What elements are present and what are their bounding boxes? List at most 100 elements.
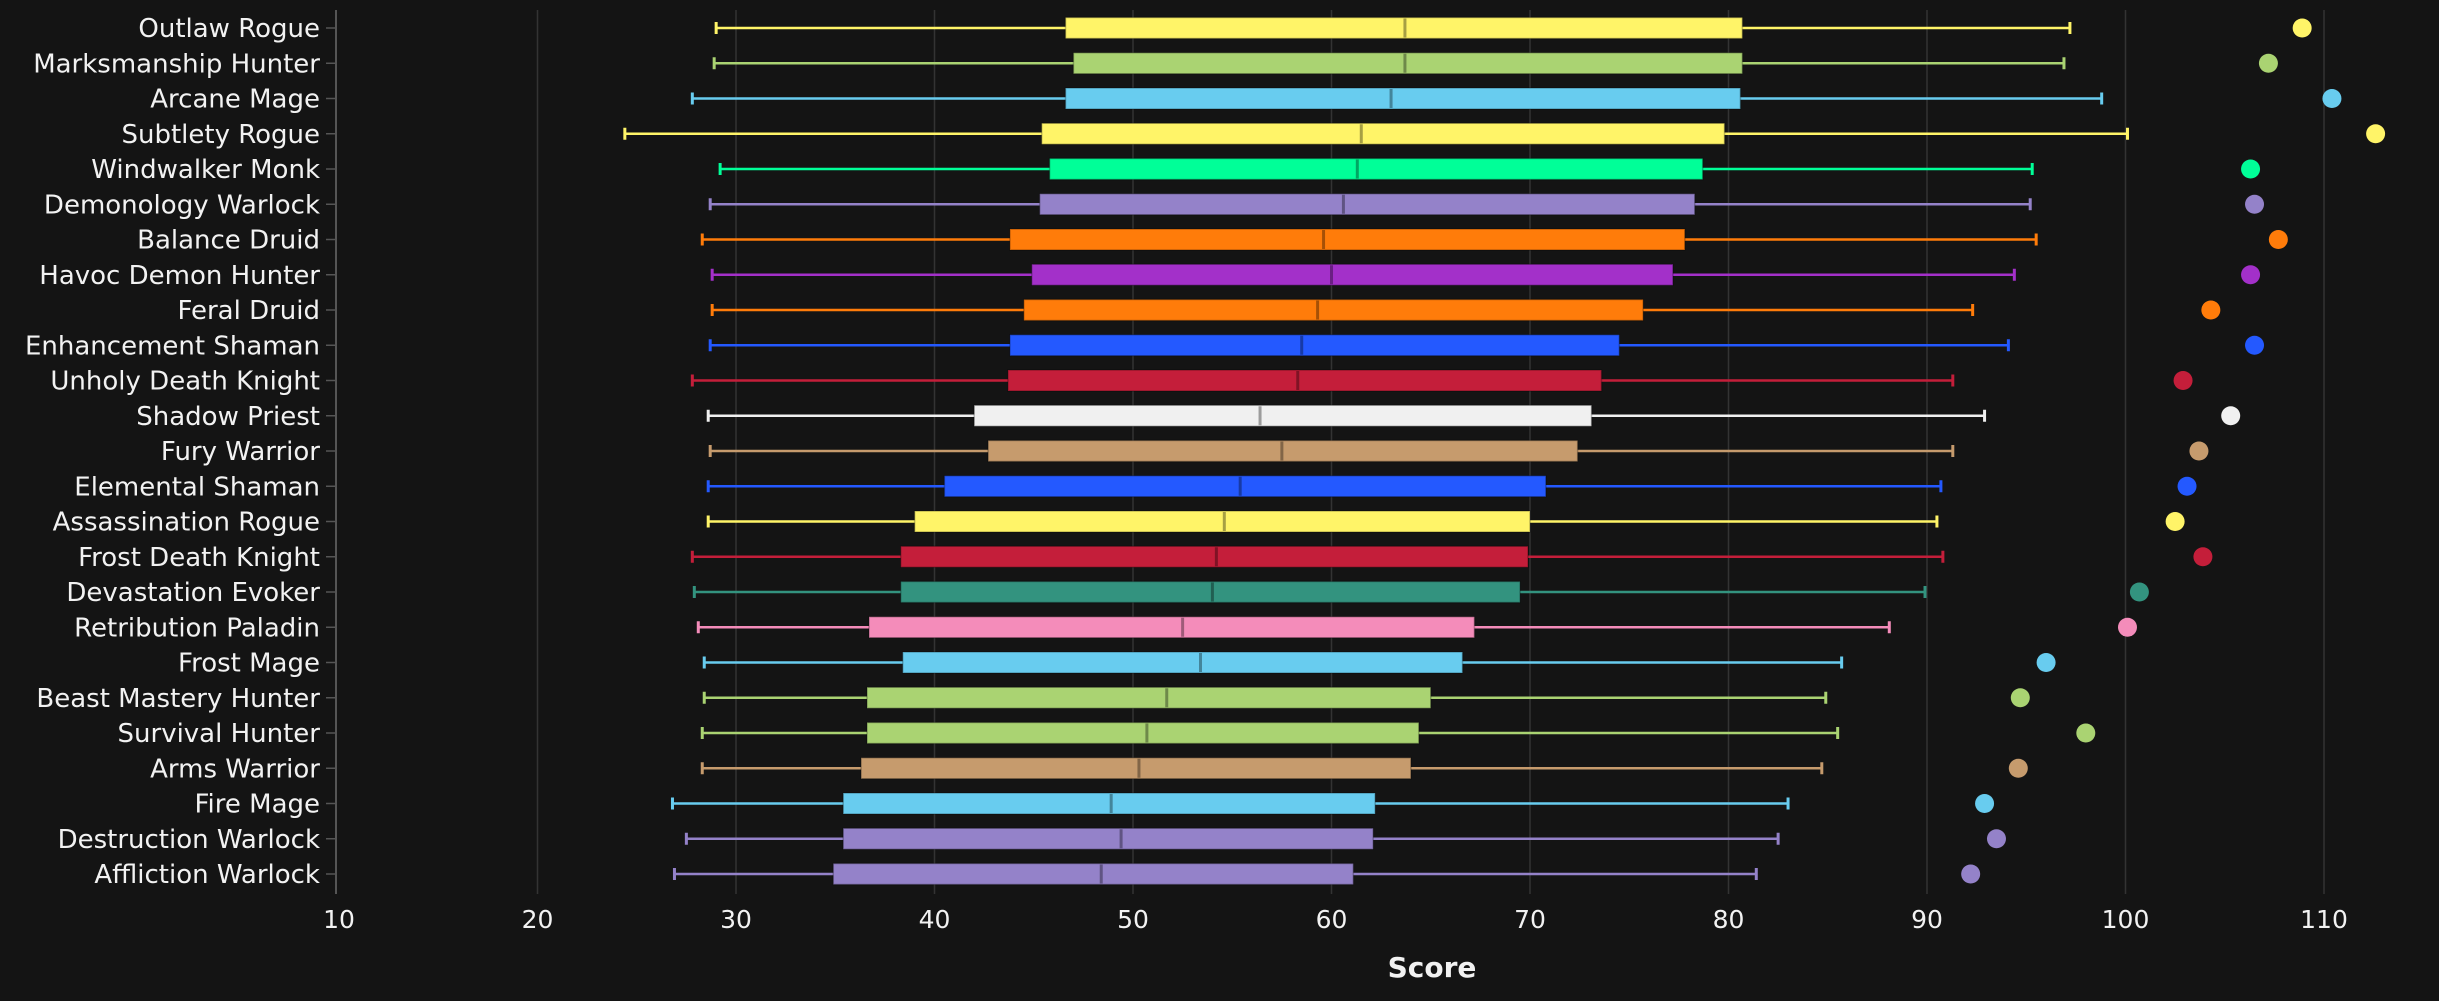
x-tick-label: 20 — [522, 905, 554, 934]
category-label: Fury Warrior — [161, 437, 320, 467]
outlier-point — [1975, 794, 1995, 813]
x-tick-label: 40 — [919, 905, 951, 934]
category-label: Windwalker Monk — [91, 155, 320, 185]
iqr-box — [913, 510, 1531, 533]
outlier-point — [2322, 89, 2342, 108]
boxes — [623, 16, 2386, 886]
x-tick-label: 30 — [720, 905, 752, 934]
iqr-box — [1031, 263, 1674, 286]
category-label: Beast Mastery Hunter — [36, 684, 320, 714]
category-label: Demonology Warlock — [44, 190, 320, 220]
iqr-box — [943, 475, 1547, 498]
box-plot-row — [710, 298, 2221, 322]
category-label: Shadow Priest — [136, 402, 320, 432]
outlier-point — [2241, 159, 2261, 179]
box-plot-row — [700, 721, 2096, 745]
box-plot-row — [690, 369, 2193, 392]
box-plot-row — [690, 87, 2342, 110]
iqr-box — [1040, 122, 1726, 145]
iqr-box — [987, 439, 1579, 463]
iqr-box — [900, 545, 1529, 568]
iqr-box — [1007, 369, 1603, 392]
box-plot-row — [706, 510, 2185, 533]
outlier-point — [2010, 688, 2030, 708]
iqr-box — [973, 404, 1593, 427]
x-tick-label: 10 — [323, 905, 355, 934]
iqr-box — [860, 757, 1412, 780]
iqr-box — [1064, 87, 1742, 110]
box-plot-row — [708, 193, 2265, 216]
iqr-box — [1038, 193, 1696, 216]
iqr-box — [1072, 52, 1744, 75]
x-tick-label: 110 — [2300, 905, 2348, 934]
outlier-point — [2245, 194, 2265, 214]
box-plot-row — [712, 52, 2278, 75]
outlier-point — [2366, 124, 2386, 144]
iqr-box — [1009, 228, 1686, 251]
box-plot-row — [684, 827, 2006, 850]
box-plot-row — [710, 263, 2261, 286]
x-axis-label: Score — [1388, 951, 1477, 984]
outlier-point — [2201, 300, 2221, 320]
x-tick-label: 90 — [1911, 905, 1943, 934]
iqr-box — [866, 721, 1420, 745]
outlier-point — [2258, 53, 2278, 73]
category-label: Survival Hunter — [118, 719, 321, 749]
box-plot-row — [706, 475, 2197, 498]
category-label: Balance Druid — [137, 226, 320, 256]
box-plot-row — [692, 580, 2149, 604]
box-plot-row — [696, 616, 2137, 639]
box-plot-row — [706, 404, 2241, 427]
outlier-point — [2076, 723, 2096, 743]
iqr-box — [842, 827, 1374, 850]
outlier-point — [2221, 406, 2241, 426]
outlier-point — [1986, 829, 2006, 849]
category-label: Outlaw Rogue — [138, 14, 320, 44]
iqr-box — [1009, 334, 1621, 357]
box-plot-row — [690, 545, 2213, 568]
category-label: Unholy Death Knight — [50, 367, 320, 397]
outlier-point — [1961, 864, 1981, 884]
iqr-box — [1064, 16, 1744, 40]
box-plot-row — [708, 334, 2265, 357]
category-labels: Outlaw Rogue Marksmanship Hunter Arcane Ma… — [25, 14, 320, 890]
box-plot-row — [672, 862, 1981, 886]
iqr-box — [868, 616, 1476, 639]
box-plot-row — [700, 757, 2028, 780]
category-label: Enhancement Shaman — [25, 331, 320, 361]
category-label: Assassination Rogue — [53, 508, 320, 538]
x-tick-label: 50 — [1117, 905, 1149, 934]
x-tick-label: 100 — [2102, 905, 2150, 934]
category-label: Arms Warrior — [150, 754, 320, 784]
outlier-point — [2117, 617, 2137, 637]
category-label: Affliction Warlock — [94, 860, 320, 890]
category-label: Destruction Warlock — [58, 825, 320, 855]
outlier-point — [2008, 758, 2028, 778]
iqr-box — [842, 792, 1376, 815]
x-axis: 10 20 30 40 50 60 70 80 90 100 110 — [323, 10, 2348, 934]
x-tick-label: 70 — [1514, 905, 1546, 934]
box-plot-row — [623, 122, 2386, 145]
outlier-point — [2036, 653, 2056, 672]
outlier-point — [2245, 335, 2265, 355]
category-label: Feral Druid — [177, 296, 320, 326]
outlier-point — [2129, 582, 2149, 602]
category-label: Frost Mage — [178, 649, 320, 679]
iqr-box — [866, 686, 1432, 709]
box-plot-row — [702, 686, 2030, 709]
category-label: Havoc Demon Hunter — [39, 261, 320, 291]
category-label: Frost Death Knight — [78, 543, 320, 573]
x-tick-label: 80 — [1713, 905, 1745, 934]
outlier-point — [2173, 371, 2193, 390]
outlier-point — [2292, 18, 2312, 38]
box-plot-row — [670, 792, 1995, 815]
iqr-box — [901, 651, 1464, 674]
box-plot-row — [700, 228, 2288, 251]
category-label: Arcane Mage — [150, 85, 320, 115]
box-plot-row — [708, 439, 2209, 463]
outlier-point — [2177, 476, 2197, 496]
category-label: Elemental Shaman — [74, 472, 320, 502]
category-label: Fire Mage — [194, 790, 320, 820]
